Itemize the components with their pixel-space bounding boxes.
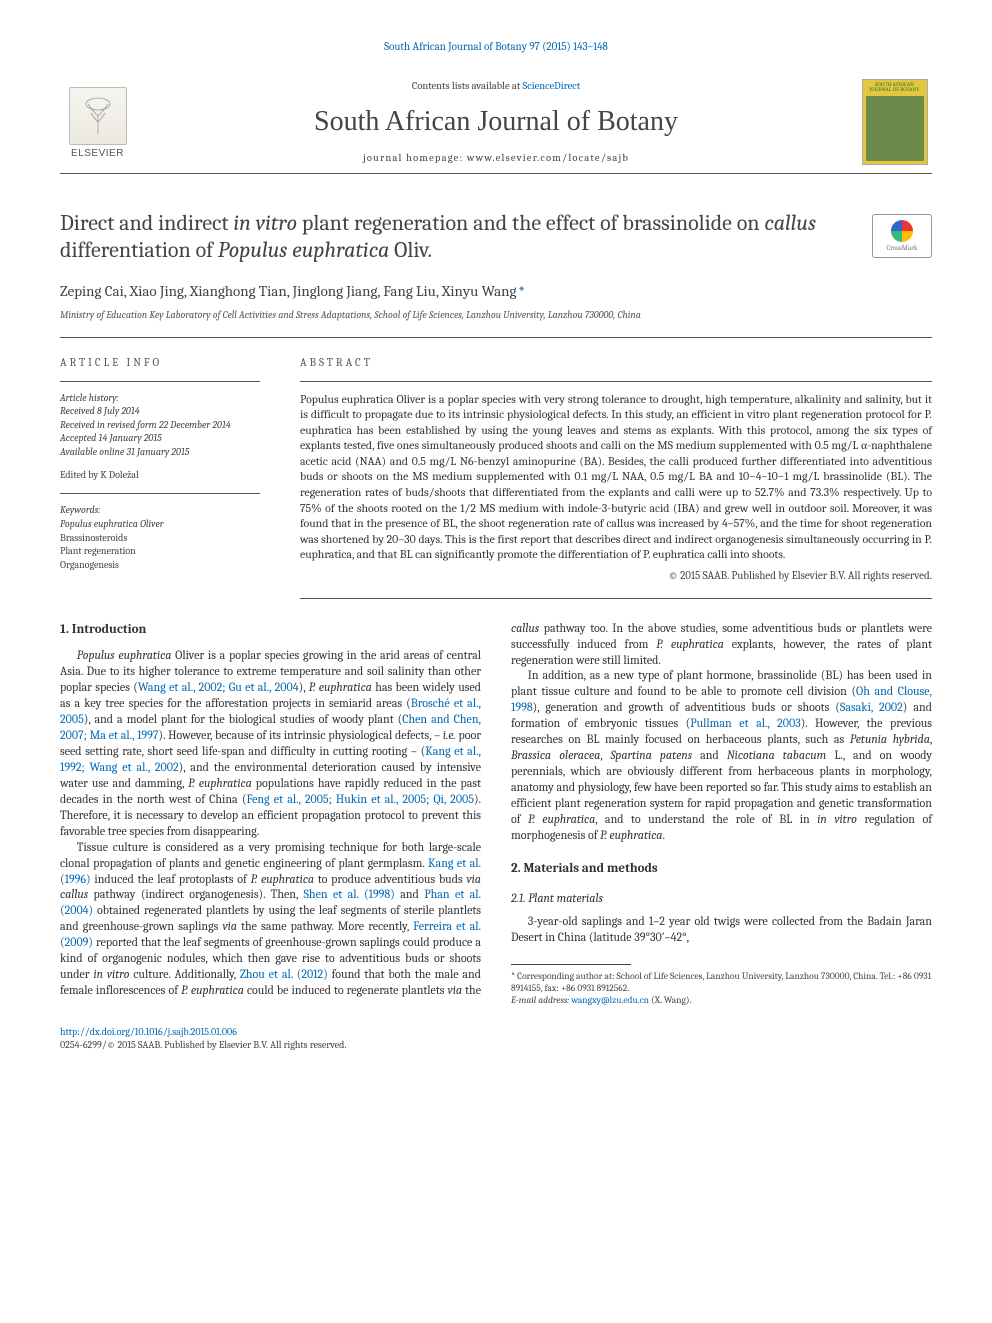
edited-by: Edited by K Doležal: [60, 469, 260, 483]
journal-header: ELSEVIER Contents lists available at Sci…: [60, 75, 932, 174]
crossmark-badge[interactable]: CrossMark: [872, 214, 932, 258]
journal-homepage: journal homepage: www.elsevier.com/locat…: [363, 151, 629, 165]
intro-para: Populus euphratica Oliver is a poplar sp…: [60, 648, 481, 839]
crossmark-icon: [891, 220, 913, 242]
body-columns: 1. Introduction Populus euphratica Olive…: [60, 621, 932, 1008]
crossmark-label: CrossMark: [886, 244, 917, 253]
footnote-rule: [511, 964, 631, 965]
keywords-label: Keywords:: [60, 504, 260, 518]
header-center: Contents lists available at ScienceDirec…: [149, 75, 843, 165]
divider: [300, 598, 932, 599]
footnote-block: * Corresponding author at: School of Lif…: [511, 964, 932, 1008]
title-seg: Populus euphratica: [218, 237, 389, 263]
keyword: Populus euphratica Oliver: [60, 518, 260, 532]
history-accepted: Accepted 14 January 2015: [60, 432, 260, 446]
section-head-mm: 2. Materials and methods: [511, 860, 932, 878]
pm-para: 3-year-old saplings and 1–2 year old twi…: [511, 914, 932, 946]
title-seg: callus: [764, 210, 816, 236]
subsection-head-pm: 2.1. Plant materials: [511, 890, 932, 906]
history-received: Received 8 July 2014: [60, 405, 260, 419]
email-label: E-mail address:: [511, 995, 569, 1006]
info-abstract-row: article info Article history: Received 8…: [60, 356, 932, 599]
journal-name: South African Journal of Botany: [314, 103, 678, 141]
title-seg: in vitro: [233, 210, 297, 236]
divider: [300, 381, 932, 382]
journal-cover-thumb: SOUTH AFRICAN JOURNAL OF BOTANY: [857, 75, 932, 165]
corresponding-footnote: * Corresponding author at: School of Lif…: [511, 971, 932, 996]
citation-link[interactable]: Shen et al. (1998): [304, 887, 395, 901]
cover-caption: SOUTH AFRICAN JOURNAL OF BOTANY: [866, 83, 924, 94]
elsevier-wordmark: ELSEVIER: [71, 147, 124, 161]
divider: [60, 493, 260, 494]
article-info-col: article info Article history: Received 8…: [60, 356, 260, 599]
page-footer: http://dx.doi.org/10.1016/j.sajb.2015.01…: [60, 1026, 932, 1052]
citation-link[interactable]: Wang et al., 2002; Gu et al., 2004: [138, 680, 299, 694]
elsevier-logo: ELSEVIER: [60, 75, 135, 165]
abstract-col: abstract Populus euphratica Oliver is a …: [300, 356, 932, 599]
divider: [60, 381, 260, 382]
email-link[interactable]: wangxy@lzu.edu.cn: [571, 995, 649, 1006]
sciencedirect-link[interactable]: ScienceDirect: [523, 80, 581, 92]
top-citation: South African Journal of Botany 97 (2015…: [60, 40, 932, 55]
title-seg: Oliv.: [389, 237, 432, 263]
title-seg: Direct and indirect: [60, 210, 233, 236]
authors-text: Zeping Cai, Xiao Jing, Xianghong Tian, J…: [60, 282, 516, 300]
title-seg: differentiation of: [60, 237, 218, 263]
article-title: Direct and indirect in vitro plant regen…: [60, 210, 932, 265]
article-history: Article history: Received 8 July 2014 Re…: [60, 392, 260, 460]
title-seg: plant regeneration and the effect of bra…: [297, 210, 764, 236]
citation-link[interactable]: Feng et al., 2005; Hukin et al., 2005; Q…: [246, 792, 473, 806]
corresponding-mark: *: [518, 282, 524, 300]
abstract-text: Populus euphratica Oliver is a poplar sp…: [300, 392, 932, 563]
issn-line: 0254-6299/© 2015 SAAB. Published by Else…: [60, 1039, 932, 1052]
keywords-list: Populus euphratica Oliver Brassinosteroi…: [60, 518, 260, 572]
history-label: Article history:: [60, 392, 260, 406]
contents-available: Contents lists available at ScienceDirec…: [412, 79, 580, 93]
article-info-head: article info: [60, 356, 260, 371]
keyword: Plant regeneration: [60, 545, 260, 559]
intro-para: In addition, as a new type of plant horm…: [511, 668, 932, 843]
contents-prefix: Contents lists available at: [412, 80, 523, 92]
abstract-copyright: © 2015 SAAB. Published by Elsevier B.V. …: [300, 569, 932, 584]
email-who: (X. Wang).: [651, 995, 691, 1006]
citation-link[interactable]: Sasaki, 2002: [840, 700, 903, 714]
author-list: Zeping Cai, Xiao Jing, Xianghong Tian, J…: [60, 281, 932, 301]
citation-link[interactable]: Pullman et al., 2003: [690, 716, 801, 730]
section-head-intro: 1. Introduction: [60, 621, 481, 639]
abstract-head: abstract: [300, 356, 932, 371]
history-revised: Received in revised form 22 December 201…: [60, 419, 260, 433]
keyword: Brassinosteroids: [60, 532, 260, 546]
history-online: Available online 31 January 2015: [60, 446, 260, 460]
affiliation: Ministry of Education Key Laboratory of …: [60, 309, 932, 338]
doi-link[interactable]: http://dx.doi.org/10.1016/j.sajb.2015.01…: [60, 1026, 932, 1039]
citation-link[interactable]: Zhou et al. (2012): [240, 967, 328, 981]
keyword: Organogenesis: [60, 559, 260, 573]
email-footnote: E-mail address: wangxy@lzu.edu.cn (X. Wa…: [511, 995, 932, 1007]
elsevier-tree-icon: [69, 87, 127, 145]
